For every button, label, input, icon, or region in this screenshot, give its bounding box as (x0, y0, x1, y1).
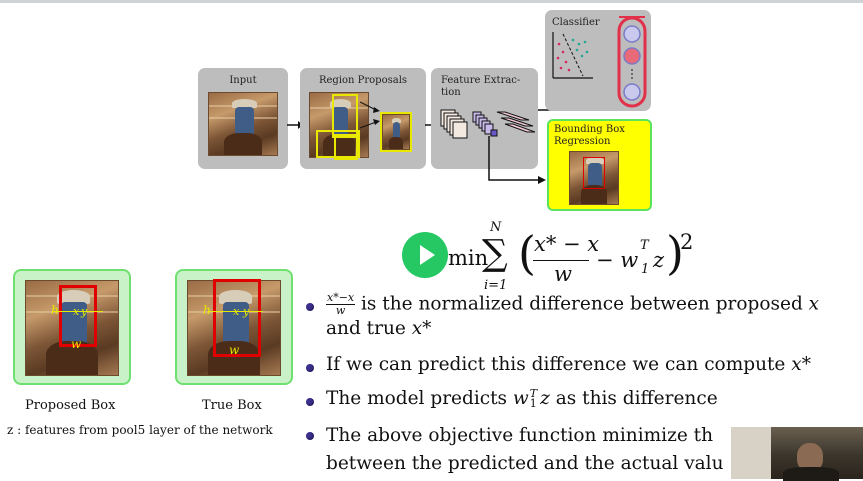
eq-sum-sign: ∑ (482, 233, 508, 274)
bullet-dot (306, 398, 314, 406)
region-proposals-label: Region Proposals (318, 75, 408, 86)
eq-sum-lower: i=1 (484, 278, 508, 293)
true-box-image (187, 280, 281, 376)
proposal-box (316, 130, 360, 158)
input-image (208, 92, 278, 156)
feature-extraction-stage: Feature Extrac- tion (431, 68, 538, 169)
true-y-label: y (243, 305, 250, 318)
eq-right-paren: ) (666, 226, 684, 280)
arrow-to-bbox-regression (488, 136, 546, 184)
eq-sum-upper: N (490, 220, 502, 235)
eq-w-sup: T (640, 238, 649, 253)
eq-power: 2 (680, 230, 694, 254)
classifier-stage: Classifier (545, 10, 651, 111)
presenter-body (783, 467, 839, 481)
proposal-box (380, 112, 412, 152)
play-button[interactable] (402, 232, 448, 278)
webcam-video (731, 427, 863, 481)
bbox-regression-stage: Bounding Box Regression (547, 119, 652, 211)
bullet-1-fraction: x*−x w (326, 291, 356, 317)
input-label: Input (229, 75, 257, 86)
proposed-box-panel: h x y w (13, 269, 131, 385)
feature-note: z : features from pool5 layer of the net… (7, 423, 273, 437)
true-w-label: w (229, 343, 240, 357)
proposed-bounding-box (59, 285, 97, 347)
proposed-x-label: x (73, 305, 80, 318)
proposed-w-label: w (71, 337, 82, 351)
cnn-layers-icon (440, 109, 535, 139)
top-rule (0, 0, 863, 3)
bbox-regression-box (583, 157, 605, 189)
presenter-head (797, 443, 823, 471)
bullet-1: x*−x w is the normalized difference betw… (326, 291, 820, 339)
feature-extraction-label: Feature Extrac- tion (441, 75, 521, 98)
eq-left-paren: ( (518, 226, 536, 280)
true-h-label: h (203, 303, 211, 317)
proposed-h-label: h (51, 303, 59, 317)
eq-minus-w: − w (596, 248, 639, 272)
eq-w-sub: 1 (641, 262, 650, 277)
eq-numerator: x* − x (534, 232, 600, 256)
true-x-label: x (233, 305, 240, 318)
true-box-caption: True Box (202, 398, 262, 413)
classifier-label: Classifier (552, 17, 600, 28)
proposed-box-image (25, 280, 119, 376)
eq-fraction-bar (533, 260, 589, 262)
proposal-box (332, 94, 358, 138)
true-box-panel: h x y w (175, 269, 293, 385)
objective-equation: min N ∑ i=1 ( x* − x w − w T 1 z ) 2 (448, 220, 708, 302)
region-proposals-stage: Region Proposals (300, 68, 426, 169)
bullet-4: The above objective function minimize th… (326, 425, 724, 474)
true-bounding-box (213, 279, 261, 357)
bbox-regression-label: Bounding Box Regression (554, 124, 625, 147)
proposals-crop (382, 114, 410, 150)
bullet-dot (306, 364, 314, 372)
scatter-icon (552, 32, 593, 79)
bullet-2: If we can predict this difference we can… (326, 354, 811, 375)
bbox-regression-image (569, 151, 619, 205)
webcam-wall (731, 427, 771, 479)
proposed-y-label: y (81, 305, 88, 318)
bullet-dot (306, 303, 314, 311)
eq-denominator: w (554, 262, 572, 286)
proposed-box-caption: Proposed Box (25, 398, 116, 413)
true-center-marker (209, 311, 263, 313)
proposal-box (334, 134, 358, 160)
bullet-dot (306, 432, 314, 440)
classifier-neurons-icon (617, 16, 647, 108)
proposals-image-1 (309, 92, 369, 158)
eq-z: z (653, 248, 665, 272)
eq-min: min (448, 246, 489, 270)
proposed-center-marker (53, 311, 103, 313)
proposal-arrows (360, 101, 380, 129)
input-stage: Input (198, 68, 288, 169)
